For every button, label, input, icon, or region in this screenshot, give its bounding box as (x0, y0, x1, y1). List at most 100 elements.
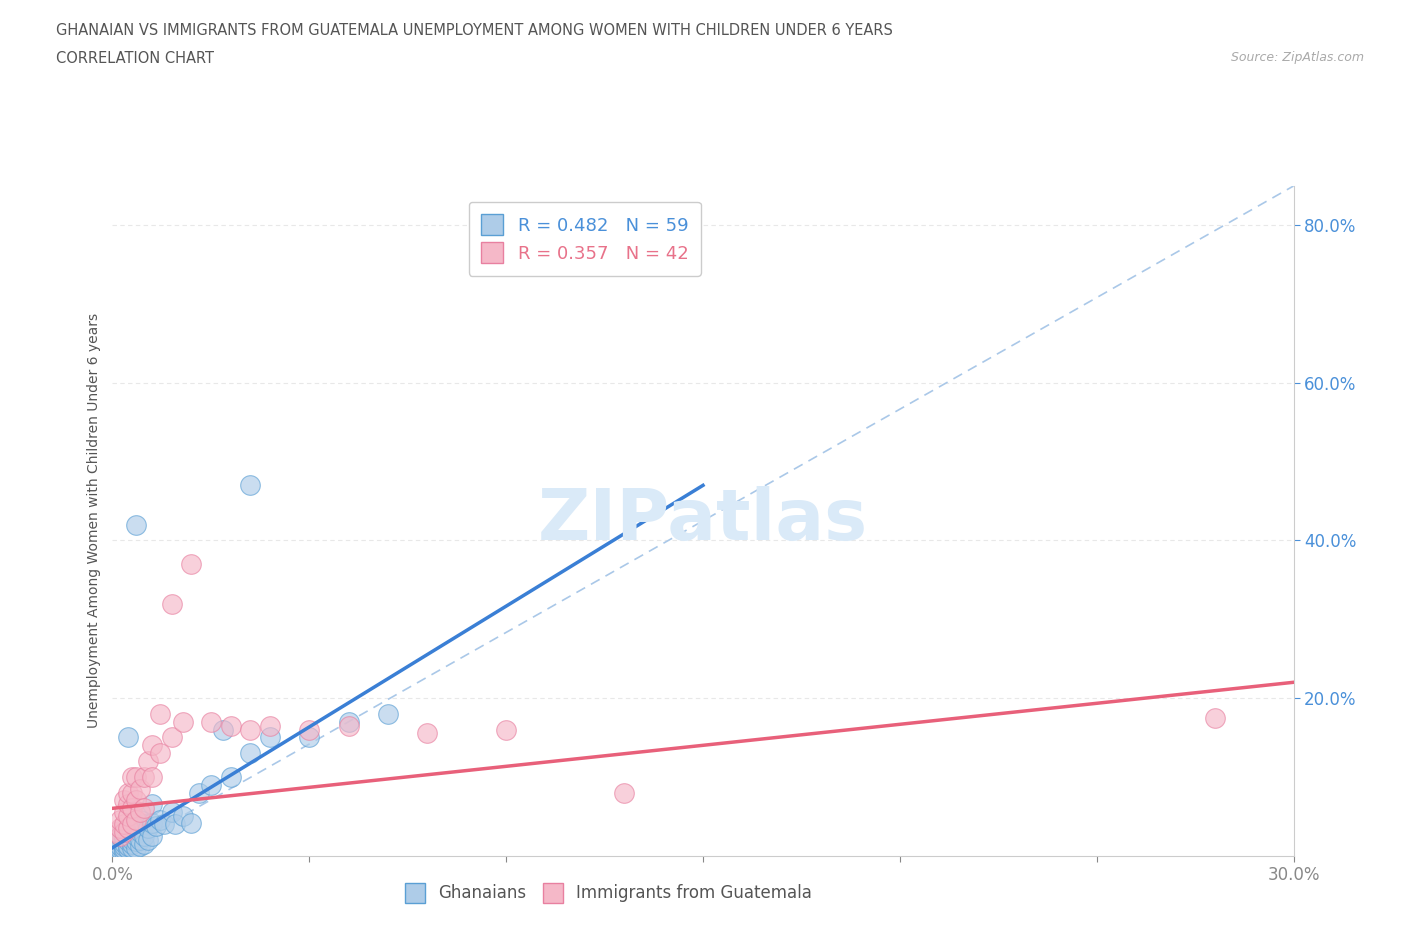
Point (110, 813, 132, 828)
Point (121, 836, 143, 851)
Point (105, 832, 128, 847)
Point (117, 834, 139, 849)
Point (141, 737, 163, 752)
Point (141, 815, 163, 830)
Point (129, 781, 152, 796)
Point (1204, 711, 1226, 725)
Point (239, 478, 262, 493)
Point (141, 769, 163, 784)
Point (110, 844, 132, 859)
Point (112, 839, 135, 854)
Point (129, 813, 152, 828)
Point (149, 707, 172, 722)
Point (165, 817, 187, 831)
Point (125, 818, 148, 833)
Point (112, 835, 135, 850)
Point (117, 829, 139, 844)
Point (105, 841, 128, 856)
Point (112, 825, 135, 840)
Point (132, 769, 155, 784)
Point (117, 797, 139, 812)
Point (129, 804, 152, 819)
Point (112, 844, 135, 859)
Point (211, 722, 233, 737)
Point (298, 730, 321, 745)
Point (141, 797, 163, 812)
Y-axis label: Unemployment Among Women with Children Under 6 years: Unemployment Among Women with Children U… (87, 313, 101, 728)
Point (149, 813, 172, 828)
Text: CORRELATION CHART: CORRELATION CHART (56, 51, 214, 66)
Text: Source: ZipAtlas.com: Source: ZipAtlas.com (1230, 51, 1364, 64)
Point (110, 842, 132, 857)
Point (110, 834, 132, 849)
Point (110, 839, 132, 854)
Text: GHANAIAN VS IMMIGRANTS FROM GUATEMALA UNEMPLOYMENT AMONG WOMEN WITH CHILDREN UND: GHANAIAN VS IMMIGRANTS FROM GUATEMALA UN… (56, 23, 893, 38)
Point (125, 517, 148, 532)
Point (112, 804, 135, 819)
Point (117, 842, 139, 857)
Point (117, 730, 139, 745)
Point (110, 829, 132, 844)
Point (172, 809, 194, 824)
Point (112, 817, 135, 831)
Point (121, 785, 143, 800)
Point (117, 839, 139, 854)
Point (121, 841, 143, 856)
Point (219, 718, 242, 733)
Point (132, 801, 155, 816)
Point (105, 825, 128, 840)
Point (145, 818, 167, 833)
Point (112, 842, 135, 857)
Point (200, 777, 222, 792)
Point (121, 817, 143, 831)
Point (125, 813, 148, 828)
Point (219, 769, 242, 784)
Point (259, 718, 281, 733)
Point (121, 769, 143, 784)
Point (239, 722, 262, 737)
Point (160, 730, 183, 745)
Text: ZIPatlas: ZIPatlas (538, 486, 868, 555)
Point (125, 793, 148, 808)
Point (180, 815, 202, 830)
Point (132, 817, 155, 831)
Point (125, 834, 148, 849)
Point (117, 809, 139, 824)
Point (125, 841, 148, 856)
Point (337, 718, 360, 733)
Point (121, 832, 143, 847)
Point (337, 714, 360, 729)
Point (105, 836, 128, 851)
Point (141, 829, 163, 844)
Point (136, 832, 159, 847)
Point (132, 836, 155, 851)
Point (121, 825, 143, 840)
Point (112, 793, 135, 808)
Point (125, 829, 148, 844)
Point (112, 830, 135, 845)
Point (416, 726, 439, 741)
Point (180, 557, 202, 572)
Point (160, 596, 183, 611)
Point (117, 820, 139, 835)
Point (149, 746, 172, 761)
Point (110, 820, 132, 835)
Point (377, 707, 399, 722)
Point (121, 801, 143, 816)
Point (200, 714, 222, 729)
Point (152, 817, 174, 831)
Point (129, 825, 152, 840)
Point (132, 829, 155, 844)
Point (188, 785, 211, 800)
Point (112, 825, 135, 840)
Point (160, 804, 183, 819)
Point (239, 746, 262, 761)
Point (129, 832, 152, 847)
Point (110, 829, 132, 844)
Legend: Ghanaians, Immigrants from Guatemala: Ghanaians, Immigrants from Guatemala (394, 871, 824, 914)
Point (125, 769, 148, 784)
Point (298, 722, 321, 737)
Point (259, 730, 281, 745)
Point (613, 785, 636, 800)
Point (105, 844, 128, 859)
